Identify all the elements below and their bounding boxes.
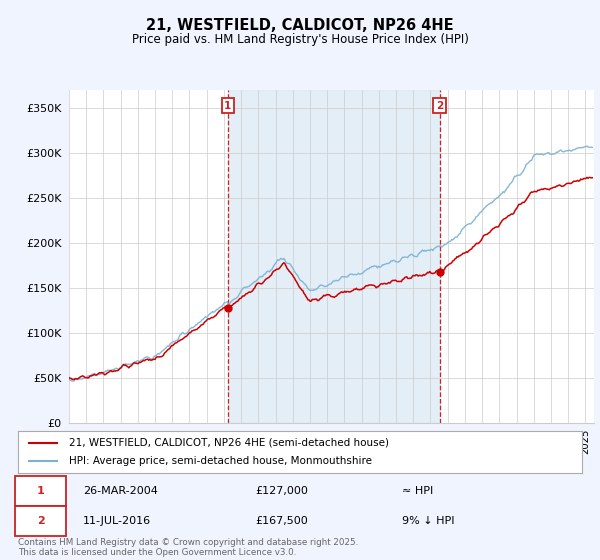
Text: 21, WESTFIELD, CALDICOT, NP26 4HE: 21, WESTFIELD, CALDICOT, NP26 4HE	[146, 18, 454, 32]
Text: HPI: Average price, semi-detached house, Monmouthshire: HPI: Average price, semi-detached house,…	[69, 456, 372, 466]
Text: Contains HM Land Registry data © Crown copyright and database right 2025.
This d: Contains HM Land Registry data © Crown c…	[18, 538, 358, 557]
Text: 26-MAR-2004: 26-MAR-2004	[83, 486, 158, 496]
Text: 9% ↓ HPI: 9% ↓ HPI	[401, 516, 454, 526]
Text: 1: 1	[37, 486, 44, 496]
FancyBboxPatch shape	[15, 506, 66, 536]
Text: ≈ HPI: ≈ HPI	[401, 486, 433, 496]
Text: £167,500: £167,500	[255, 516, 308, 526]
Text: 2: 2	[436, 101, 443, 111]
Text: 21, WESTFIELD, CALDICOT, NP26 4HE (semi-detached house): 21, WESTFIELD, CALDICOT, NP26 4HE (semi-…	[69, 438, 389, 448]
Text: 11-JUL-2016: 11-JUL-2016	[83, 516, 151, 526]
FancyBboxPatch shape	[15, 477, 66, 506]
Text: £127,000: £127,000	[255, 486, 308, 496]
Bar	[228, 90, 440, 423]
Text: 1: 1	[224, 101, 232, 111]
Text: 2: 2	[37, 516, 44, 526]
Text: Price paid vs. HM Land Registry's House Price Index (HPI): Price paid vs. HM Land Registry's House …	[131, 32, 469, 46]
